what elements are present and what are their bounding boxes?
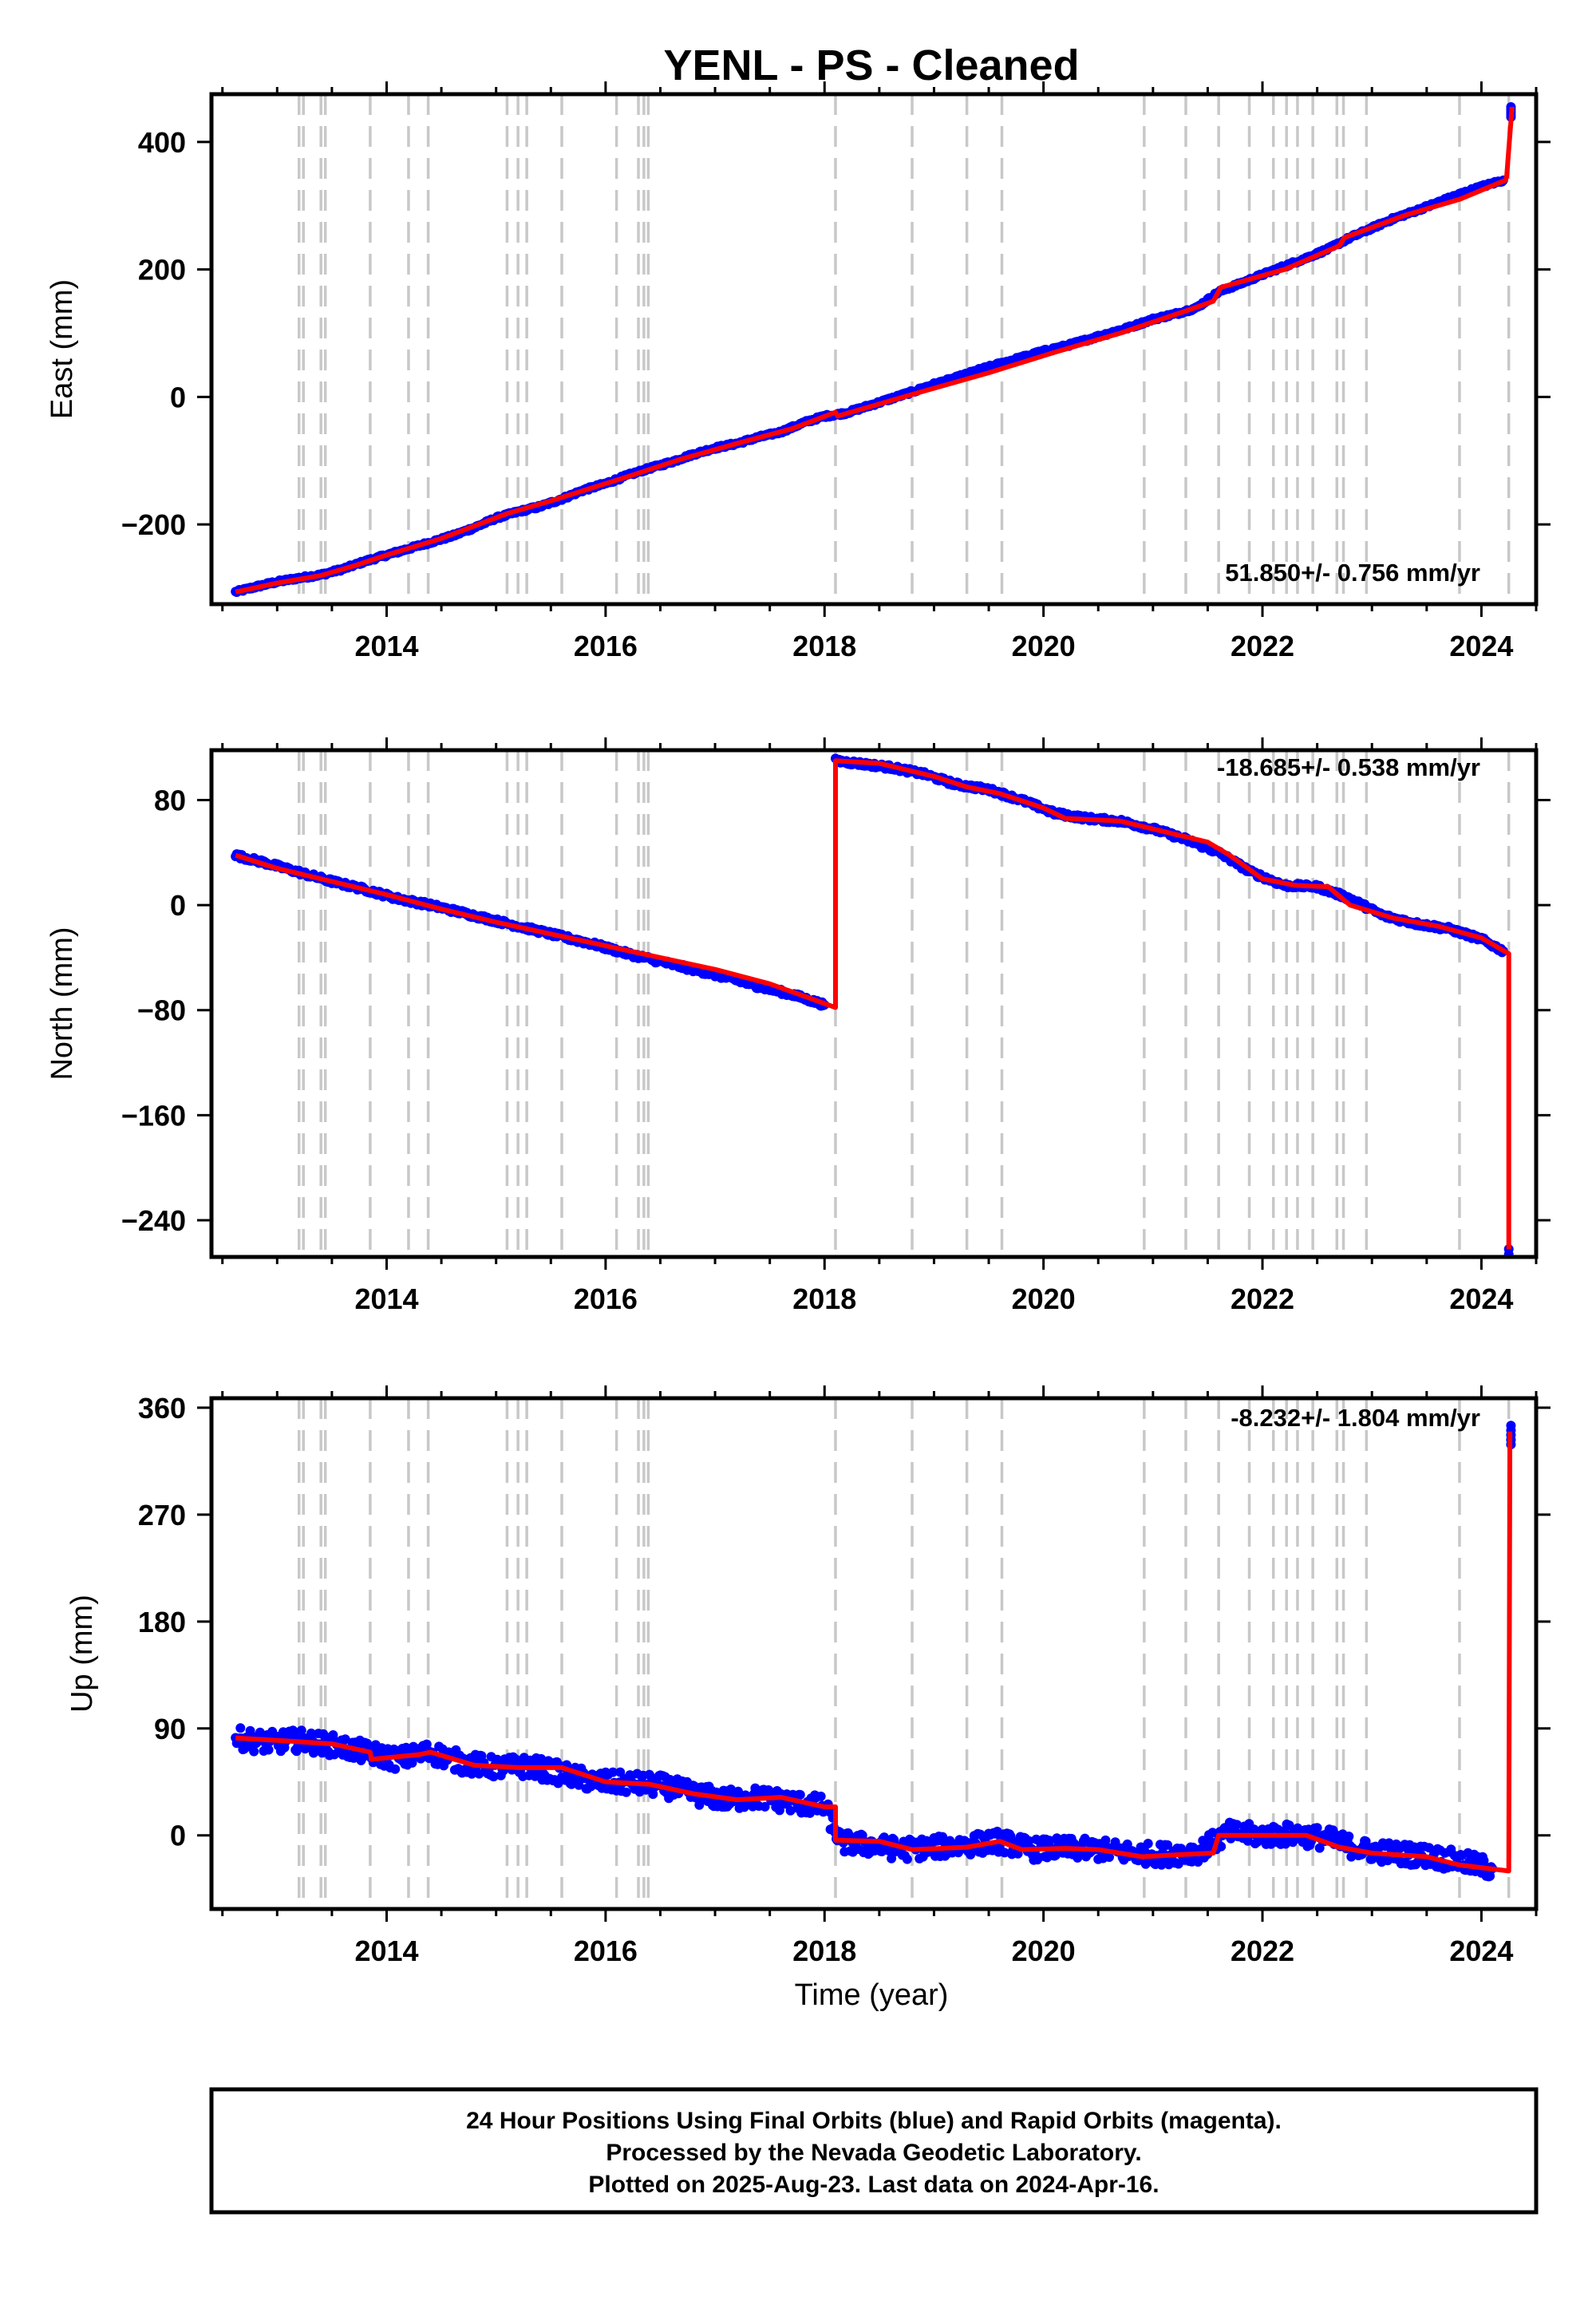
y-axis-label: East (mm) (45, 279, 79, 419)
y-tick-label: 360 (138, 1392, 186, 1425)
observation-point (1024, 1836, 1034, 1846)
x-tick-label: 2016 (574, 1282, 638, 1315)
y-tick-label: 90 (154, 1713, 186, 1745)
observation-point (296, 1725, 306, 1736)
observation-point (733, 1786, 743, 1796)
observation-point (263, 1745, 274, 1755)
x-tick-label: 2018 (792, 630, 856, 662)
y-axis-label: Up (mm) (65, 1595, 99, 1713)
x-tick-label: 2020 (1012, 1282, 1076, 1315)
observation-point (1344, 1832, 1354, 1841)
x-tick-label: 2014 (354, 630, 418, 662)
y-tick-label: −160 (121, 1099, 186, 1132)
observation-point (621, 1787, 631, 1797)
observation-point (615, 1767, 626, 1777)
observation-point (795, 1789, 805, 1800)
observation-point (488, 1772, 499, 1782)
east-panel: 2014 2016 2018 2020 2022 2024 400 200 0 −200 East … (45, 81, 1551, 662)
north-panel: 2014 2016 2018 2020 2022 2024 80 0 −80 −160 −240 No… (45, 737, 1551, 1315)
rate-label: -18.685+/- 0.538 mm/yr (1217, 753, 1480, 781)
observation-point (760, 1801, 770, 1812)
observation-point (390, 1764, 401, 1774)
y-tick-label: 180 (138, 1606, 186, 1638)
observation-point (999, 1848, 1009, 1858)
observation-point (1504, 1265, 1514, 1275)
x-tick-label: 2014 (354, 1935, 418, 1967)
footer-line-2: Processed by the Nevada Geodetic Laborat… (606, 2140, 1141, 2166)
observation-point (1005, 1831, 1016, 1841)
observation-point (474, 1769, 484, 1779)
observation-point (1232, 1820, 1242, 1830)
x-tick-label: 2016 (574, 630, 638, 662)
observation-point (902, 1854, 912, 1864)
plot-frame (209, 748, 1539, 1259)
observation-point (1312, 1823, 1322, 1833)
figure-title: YENL - PS - Cleaned (663, 41, 1079, 89)
rate-label: 51.850+/- 0.756 mm/yr (1225, 559, 1480, 587)
x-tick-label: 2020 (1012, 1935, 1076, 1967)
observation-point (1045, 1836, 1055, 1846)
x-axis-label: Time (year) (795, 1978, 949, 2012)
x-tick-label: 2020 (1012, 630, 1076, 662)
y-tick-label: 0 (170, 1820, 186, 1852)
footer-box: 24 Hour Positions Using Final Orbits (bl… (209, 2087, 1539, 2215)
observation-point (586, 1781, 596, 1792)
plot-frame (209, 1396, 1539, 1911)
observation-point (1104, 1852, 1114, 1862)
observation-point (1050, 1850, 1061, 1860)
observation-points (231, 753, 1514, 1275)
observation-points (231, 1421, 1516, 1882)
footer-line-3: Plotted on 2025-Aug-23. Last data on 202… (588, 2172, 1159, 2198)
x-tick-label: 2018 (792, 1282, 856, 1315)
rate-label: -8.232+/- 1.804 mm/yr (1231, 1404, 1480, 1432)
x-tick-label: 2014 (354, 1282, 418, 1315)
observation-point (421, 1739, 432, 1749)
plot-frame (209, 92, 1539, 607)
observation-point (608, 1767, 618, 1777)
y-tick-label: 400 (138, 126, 186, 159)
y-axis-label: North (mm) (45, 927, 79, 1080)
y-tick-label: 200 (138, 254, 186, 287)
observation-point (1314, 1843, 1325, 1853)
x-tick-label: 2022 (1231, 1935, 1294, 1967)
observation-points (231, 101, 1516, 597)
event-lines (298, 94, 1511, 604)
observation-point (1100, 1835, 1111, 1845)
event-lines (298, 750, 1511, 1257)
observation-point (1163, 1840, 1173, 1850)
model-line (235, 106, 1515, 595)
x-tick-label: 2024 (1449, 630, 1513, 662)
observation-point (340, 1734, 350, 1745)
observation-point (1504, 1260, 1514, 1270)
x-tick-label: 2018 (792, 1935, 856, 1967)
y-tick-label: −240 (121, 1204, 186, 1237)
x-tick-label: 2024 (1449, 1935, 1513, 1967)
x-tick-label: 2022 (1231, 630, 1294, 662)
observation-point (785, 1805, 796, 1816)
observation-point (235, 1723, 246, 1733)
observation-point (816, 1791, 826, 1801)
observation-point (694, 1800, 705, 1810)
y-tick-label: 0 (170, 889, 186, 922)
observation-point (1485, 1871, 1495, 1881)
y-tick-label: −200 (121, 508, 186, 541)
x-tick-label: 2024 (1449, 1282, 1513, 1315)
y-tick-label: 0 (170, 381, 186, 413)
x-tick-label: 2016 (574, 1935, 638, 1967)
observation-point (249, 1746, 259, 1757)
observation-point (1143, 1839, 1153, 1848)
y-tick-label: 80 (154, 785, 186, 817)
x-tick-label: 2022 (1231, 1282, 1294, 1315)
model-line (235, 758, 1511, 1250)
observation-point (306, 1728, 316, 1738)
y-tick-label: 270 (138, 1499, 186, 1531)
up-panel: 2014 2016 2018 2020 2022 2024 360 270 180 90 0 Up (… (65, 1385, 1551, 1967)
observation-point (1216, 1841, 1227, 1852)
y-tick-label: −80 (137, 994, 186, 1027)
footer-line-1: 24 Hour Positions Using Final Orbits (bl… (466, 2108, 1282, 2134)
model-line (235, 1431, 1513, 1874)
